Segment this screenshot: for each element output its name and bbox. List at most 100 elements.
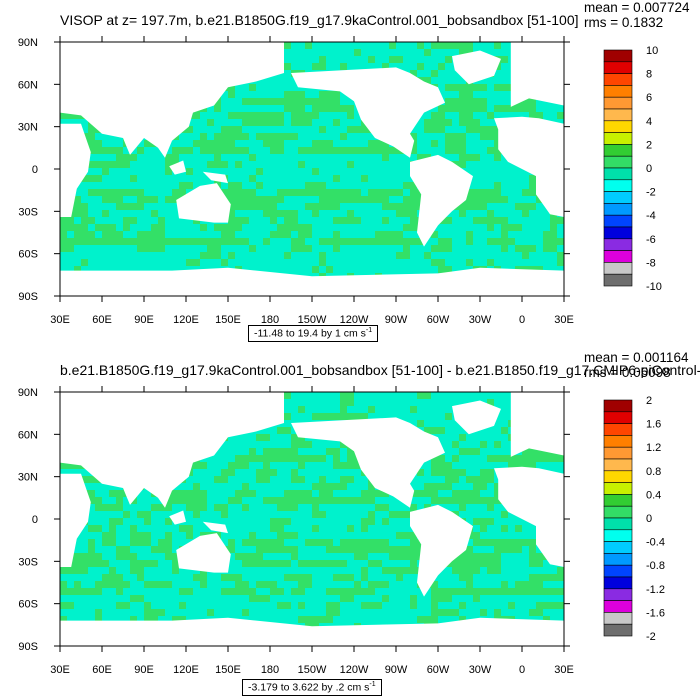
colorbar-swatch xyxy=(603,179,633,192)
field-cell xyxy=(228,560,242,567)
field-cell xyxy=(270,602,277,609)
field-cell xyxy=(214,525,242,532)
field-cell xyxy=(67,546,88,553)
field-cell xyxy=(298,168,312,175)
land-mask xyxy=(60,473,91,567)
plot-title: VISOP at z= 197.7m, b.e21.B1850G.f19_g17… xyxy=(60,12,579,28)
field-cell xyxy=(375,497,396,504)
field-cell xyxy=(221,105,249,112)
field-cell xyxy=(277,609,298,616)
field-cell xyxy=(116,616,130,623)
field-cell xyxy=(256,532,270,539)
field-cell xyxy=(277,182,305,189)
field-cell xyxy=(158,196,165,203)
field-cell xyxy=(536,105,564,112)
field-cell xyxy=(347,560,368,567)
field-cell xyxy=(501,518,515,525)
field-cell xyxy=(536,462,564,469)
field-cell xyxy=(473,238,487,245)
field-cell xyxy=(284,154,305,161)
field-cell xyxy=(256,588,270,595)
colorbar-swatch xyxy=(603,423,633,436)
field-cell xyxy=(459,511,473,518)
colorbar-swatch xyxy=(603,132,633,145)
field-layer xyxy=(60,42,564,296)
field-cell xyxy=(438,602,459,609)
field-cell xyxy=(298,595,312,602)
field-cell xyxy=(410,245,431,252)
field-cell xyxy=(361,245,389,252)
field-cell xyxy=(319,525,347,532)
field-cell xyxy=(375,609,389,616)
field-cell xyxy=(382,168,396,175)
field-cell xyxy=(515,518,529,525)
field-cell xyxy=(137,490,151,497)
field-cell xyxy=(109,168,137,175)
field-cell xyxy=(186,476,214,483)
field-cell xyxy=(347,259,375,266)
field-cell xyxy=(361,504,375,511)
colorbar-label: -6 xyxy=(646,234,656,246)
field-cell xyxy=(543,609,564,616)
colorbar-swatch xyxy=(603,226,633,240)
field-cell xyxy=(193,532,200,539)
field-cell xyxy=(543,581,550,588)
field-cell xyxy=(417,266,438,273)
field-cell xyxy=(326,126,347,133)
field-cell xyxy=(312,245,326,252)
field-cell xyxy=(270,511,284,518)
field-cell xyxy=(438,581,459,588)
field-cell xyxy=(333,182,347,189)
x-tick-label: 150E xyxy=(215,664,241,676)
field-cell xyxy=(235,231,249,238)
field-cell xyxy=(81,581,95,588)
field-cell xyxy=(256,441,263,448)
field-cell xyxy=(249,147,270,154)
field-cell xyxy=(389,392,417,399)
field-cell xyxy=(151,602,165,609)
field-cell xyxy=(312,441,340,448)
field-cell xyxy=(235,252,256,259)
field-cell xyxy=(326,182,333,189)
field-cell xyxy=(60,259,74,266)
field-cell xyxy=(417,406,445,413)
field-cell xyxy=(200,483,228,490)
field-cell xyxy=(445,455,452,462)
field-cell xyxy=(326,245,333,252)
field-cell xyxy=(487,441,494,448)
field-cell xyxy=(235,140,263,147)
field-cell xyxy=(200,112,214,119)
y-tick-label: 90S xyxy=(18,641,38,653)
field-cell xyxy=(144,266,151,273)
colorbar-swatch xyxy=(603,505,633,519)
field-cell xyxy=(130,224,137,231)
field-cell xyxy=(389,581,417,588)
field-cell xyxy=(529,210,550,217)
field-cell xyxy=(319,266,326,273)
field-cell xyxy=(291,560,298,567)
field-cell xyxy=(403,161,410,168)
field-cell xyxy=(123,252,151,259)
field-cell xyxy=(368,168,382,175)
colorbar-swatch xyxy=(603,73,633,86)
x-tick-label: 180 xyxy=(261,664,279,676)
field-cell xyxy=(235,210,263,217)
field-cell xyxy=(501,567,529,574)
colorbar-swatch xyxy=(603,144,633,157)
field-cell xyxy=(242,497,263,504)
field-cell xyxy=(487,98,508,105)
field-cell xyxy=(130,161,158,168)
y-tick-label: 90N xyxy=(18,387,38,399)
field-cell xyxy=(403,259,431,266)
x-tick-label: 150E xyxy=(215,314,241,326)
field-cell xyxy=(298,448,326,455)
field-cell xyxy=(102,140,123,147)
field-cell xyxy=(193,126,221,133)
field-cell xyxy=(179,266,193,273)
field-cell xyxy=(102,553,116,560)
field-cell xyxy=(347,56,368,63)
field-cell xyxy=(557,595,564,602)
unit-exponent: -1 xyxy=(365,327,373,334)
field-cell xyxy=(368,413,375,420)
field-cell xyxy=(333,539,340,546)
